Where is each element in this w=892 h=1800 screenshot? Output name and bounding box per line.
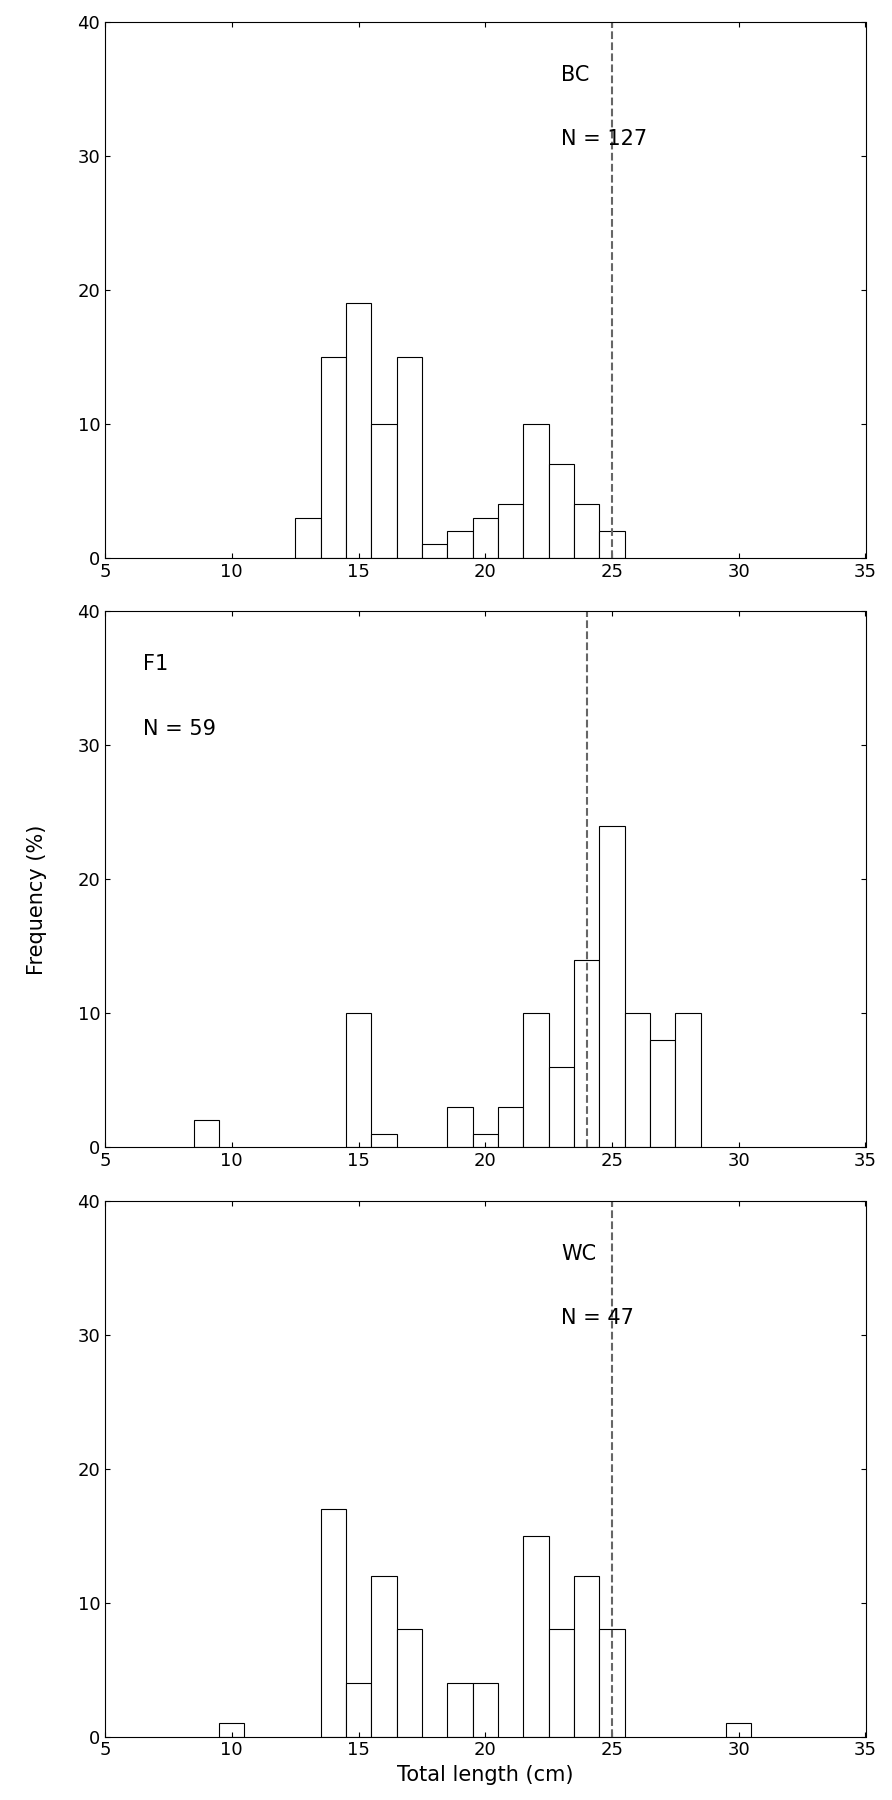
Bar (371, 423, 397, 558)
Bar (524, 1535, 549, 1737)
Bar (447, 1107, 473, 1147)
Bar (346, 1683, 371, 1737)
Bar (422, 544, 447, 558)
Bar (574, 1575, 599, 1737)
Bar (498, 1107, 524, 1147)
Bar (473, 1134, 498, 1147)
Bar (371, 1575, 397, 1737)
Bar (473, 1683, 498, 1737)
Bar (397, 1629, 422, 1737)
Bar (524, 1013, 549, 1147)
Bar (295, 518, 320, 558)
Bar (447, 531, 473, 558)
Bar (675, 1013, 701, 1147)
Bar (447, 1683, 473, 1737)
Bar (624, 1013, 650, 1147)
Bar (320, 1508, 346, 1737)
Bar (219, 1723, 244, 1737)
Bar (498, 504, 524, 558)
Bar (599, 826, 624, 1147)
Bar (346, 1013, 371, 1147)
Bar (320, 356, 346, 558)
Bar (473, 518, 498, 558)
Bar (599, 1629, 624, 1737)
Bar (524, 423, 549, 558)
Bar (346, 302, 371, 558)
X-axis label: Total length (cm): Total length (cm) (397, 1766, 574, 1786)
Bar (599, 531, 624, 558)
Bar (549, 464, 574, 558)
Text: Frequency (%): Frequency (%) (27, 824, 46, 976)
Text: N = 59: N = 59 (143, 718, 216, 738)
Text: F1: F1 (143, 653, 169, 675)
Bar (726, 1723, 751, 1737)
Bar (194, 1120, 219, 1147)
Bar (397, 356, 422, 558)
Text: BC: BC (561, 65, 590, 85)
Bar (371, 1134, 397, 1147)
Bar (574, 504, 599, 558)
Bar (650, 1040, 675, 1147)
Bar (574, 959, 599, 1147)
Text: N = 47: N = 47 (561, 1309, 634, 1328)
Text: N = 127: N = 127 (561, 130, 648, 149)
Bar (549, 1629, 574, 1737)
Text: WC: WC (561, 1244, 597, 1264)
Bar (549, 1067, 574, 1147)
